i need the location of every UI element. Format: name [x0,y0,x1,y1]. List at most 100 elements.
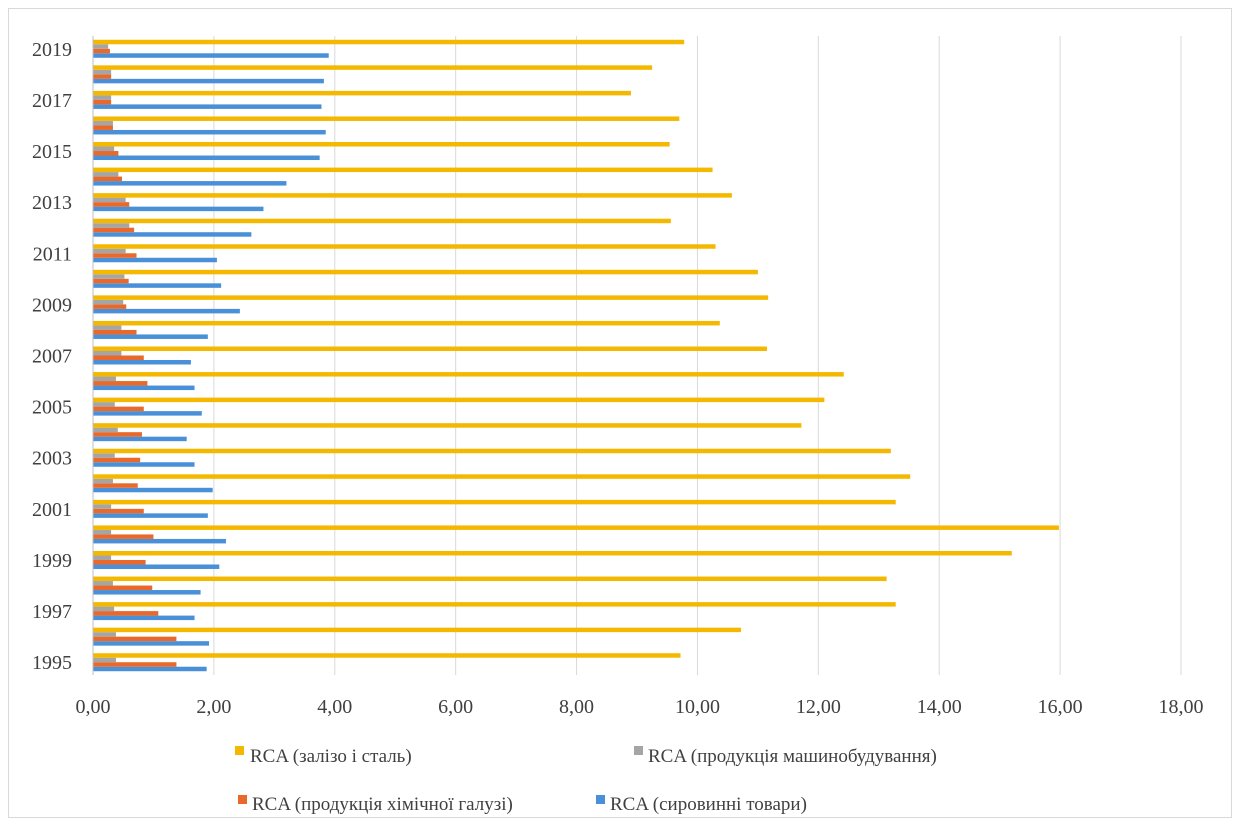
y-tick-label: 2019 [32,39,72,61]
bar [93,411,202,416]
legend-swatch-raw-materials [596,795,605,804]
bar [93,406,144,412]
bar [93,78,324,84]
y-tick-label: 2007 [32,346,72,368]
bar [93,529,112,535]
bar [93,457,141,463]
y-tick-label: 1999 [32,550,72,572]
x-tick-label: 16,00 [1038,696,1083,718]
y-tick-label: 2017 [32,90,72,112]
x-tick-label: 14,00 [917,696,962,718]
x-tick-label: 10,00 [675,696,720,718]
bar [93,385,195,391]
bar [93,499,896,505]
bar [93,142,670,147]
bar [93,602,896,607]
bar [93,120,113,126]
legend-swatch-machinery [634,746,643,755]
y-tick-label: 2009 [32,294,72,316]
y-tick-label: 1995 [32,652,72,674]
bar [93,662,177,667]
bar [93,257,217,263]
bar [93,274,125,279]
bar [93,657,116,663]
bar [93,606,115,612]
bar [93,611,159,616]
x-tick-labels: 0,00 2,00 4,00 6,00 8,00 10,00 12,00 14,00 16,00… [76,696,1204,718]
legend-label-iron-steel: RCA (залізо і сталь) [250,746,412,767]
x-tick-label: 4,00 [317,696,352,718]
y-tick-label: 2015 [32,141,72,163]
bar [93,555,112,560]
bar [93,559,146,565]
bar [93,181,287,186]
bar [93,427,118,433]
bar [93,355,144,360]
bar [93,508,144,514]
x-tick-label: 2,00 [196,696,231,718]
bar [93,483,138,488]
bar [93,641,210,646]
bar [93,129,326,135]
bar [93,39,685,45]
bar [93,474,911,479]
bar [93,513,208,518]
legend-swatch-iron-steel [235,746,244,755]
legend-label-chemical: RCA (продукція хімічної галузі) [252,794,513,815]
x-tick-label: 0,00 [76,696,111,718]
bar [93,615,195,621]
bar [93,453,115,458]
bar [93,172,119,177]
bar [93,423,802,428]
bar [93,99,112,105]
bar [93,69,112,75]
bar [93,397,825,403]
bar [93,125,113,130]
y-tick-label: 2001 [32,499,72,521]
bar [93,550,1012,556]
legend: RCA (залізо і сталь) RCA (продукція маши… [235,746,937,815]
bar [93,197,126,203]
bar [93,65,653,70]
bar [93,585,153,591]
bar [93,95,112,100]
bar [93,167,713,173]
bar [93,278,129,284]
bar [93,248,126,254]
bar [93,632,116,637]
bar [93,253,137,258]
bar [93,448,891,454]
bar [93,223,130,228]
bar [93,525,1059,530]
bar [93,504,112,509]
bar [93,376,116,382]
bar [93,487,213,493]
bar [93,402,115,407]
bar [93,636,177,642]
bar [93,320,720,326]
bar [93,44,109,49]
y-tick-label: 2013 [32,192,72,214]
bar [93,295,769,300]
bar [93,381,148,386]
bar [93,53,329,58]
bar [93,666,207,672]
y-tick-label: 2005 [32,397,72,419]
bar [93,74,112,79]
bar [93,325,122,330]
bar [93,90,631,96]
y-tick-label: 1997 [32,601,72,623]
bar [93,360,191,365]
bar [93,346,767,351]
legend-label-machinery: RCA (продукція машинобудування) [648,746,937,767]
bar [93,308,240,314]
bar [93,436,187,442]
bar [93,564,220,569]
legend-label-raw-materials: RCA (сировинні товари) [610,794,807,815]
x-tick-label: 6,00 [438,696,473,718]
y-tick-label: 2011 [33,243,72,265]
bar [93,232,252,237]
bar [93,581,113,586]
y-tick-labels: 1995 1997 1999 2001 2003 2005 2007 2009 2011 2013… [32,39,72,674]
